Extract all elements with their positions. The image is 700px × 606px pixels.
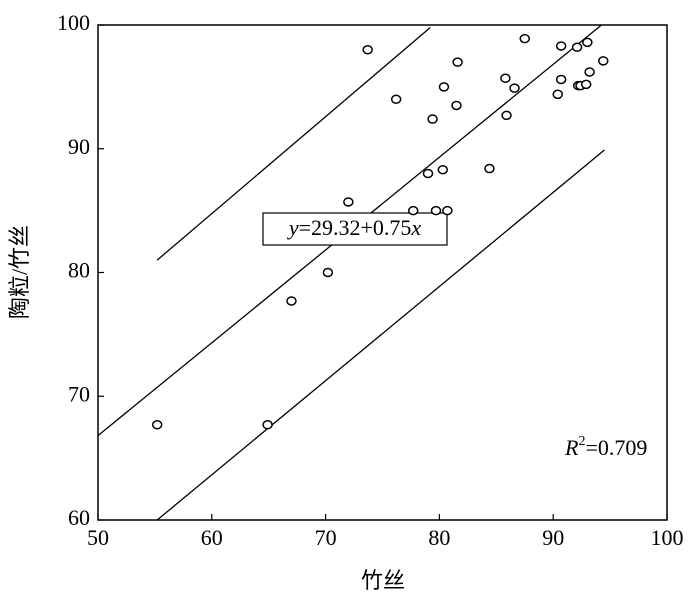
r-squared-part: R	[564, 435, 579, 460]
y-axis-label: 陶粒/竹丝	[7, 225, 32, 319]
point	[422, 168, 434, 179]
y-tick-label: 90	[68, 134, 90, 159]
y-tick-label: 60	[68, 505, 90, 530]
point	[501, 110, 512, 121]
point	[584, 67, 595, 77]
x-tick-label: 70	[315, 525, 337, 550]
equation-box	[262, 212, 448, 246]
x-axis-label: 竹丝	[361, 568, 405, 593]
x-tick-label: 50	[87, 525, 109, 550]
y-tick-label: 70	[68, 381, 90, 406]
point	[362, 45, 373, 55]
point	[555, 74, 567, 85]
point	[430, 205, 442, 216]
r-squared-part: 2	[578, 434, 585, 449]
x-tick-label: 60	[201, 525, 223, 550]
point	[519, 33, 530, 44]
x-tick-label: 90	[542, 525, 564, 550]
point	[571, 42, 583, 53]
r-squared: R2=0.709	[564, 434, 647, 460]
point	[452, 57, 463, 67]
point	[438, 82, 450, 92]
point	[437, 165, 449, 175]
point	[580, 79, 592, 90]
fit-line	[156, 149, 605, 521]
point	[390, 94, 402, 104]
equation-part: x	[410, 215, 421, 240]
equation: y=29.32+0.75x	[287, 215, 422, 240]
equation-part: =29.32+0.75	[299, 215, 412, 240]
point	[286, 296, 297, 306]
point	[262, 419, 273, 430]
y-tick-label: 100	[57, 10, 90, 35]
point	[555, 41, 567, 51]
point	[582, 37, 593, 48]
point	[442, 205, 453, 216]
r-squared-part: =0.709	[585, 435, 647, 460]
fit-line	[156, 26, 431, 261]
point	[343, 197, 354, 207]
y-tick-label: 80	[68, 258, 90, 283]
point	[322, 267, 334, 278]
point	[484, 163, 495, 174]
x-tick-label: 100	[651, 525, 684, 550]
point	[427, 114, 438, 124]
point	[509, 83, 520, 93]
point	[598, 56, 609, 66]
x-tick-label: 80	[428, 525, 450, 550]
point	[407, 205, 419, 216]
point	[552, 89, 564, 100]
point	[451, 100, 462, 111]
equation-part: y	[287, 215, 299, 240]
point	[151, 419, 163, 430]
point	[500, 73, 511, 83]
